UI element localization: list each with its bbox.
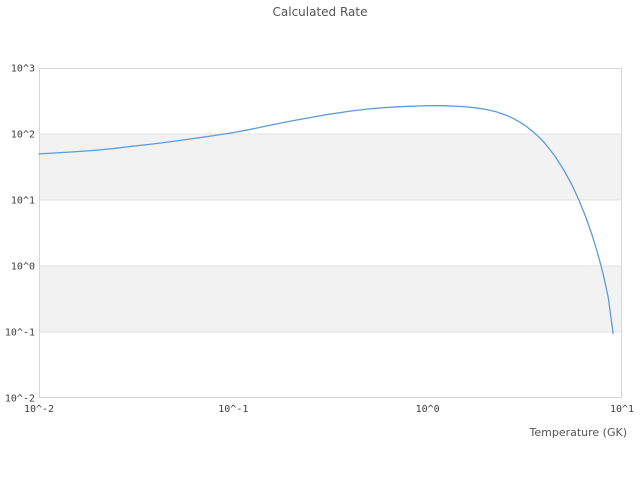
rate-curve [38,105,614,335]
x-axis-label: Temperature (GK) [529,426,628,439]
y-tick-label: 10^-1 [5,328,35,339]
shade-band [39,266,622,332]
plot-frame [39,68,622,398]
x-tick-label: 10^-1 [218,404,248,415]
shade-band [39,134,622,200]
x-tick-label: 10^1 [610,404,634,415]
y-tick-label: 10^3 [11,64,35,75]
y-tick-label: 10^2 [11,130,35,141]
x-tick-label: 10^-2 [24,404,54,415]
x-tick-label: 10^0 [416,404,440,415]
y-tick-label: 10^1 [11,196,35,207]
chart-title: Calculated Rate [272,5,368,19]
y-tick-label: 10^-2 [5,394,35,405]
y-tick-label: 10^0 [11,262,35,273]
